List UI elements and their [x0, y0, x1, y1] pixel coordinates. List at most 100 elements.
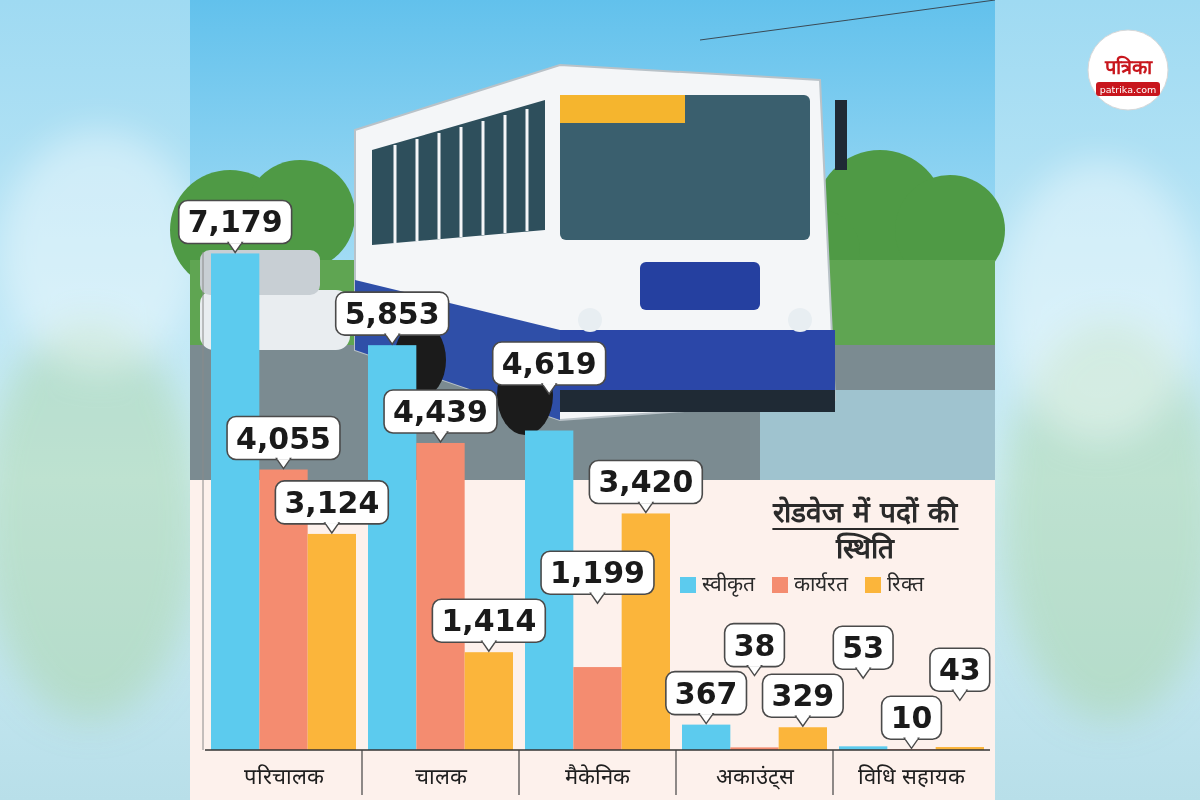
category-label: विधि सहायक — [858, 764, 967, 789]
data-label: 7,179 — [179, 200, 292, 252]
title: रोडवेज में पदों कीस्थिति — [772, 496, 958, 565]
photo-bus — [355, 65, 847, 435]
y-axis-line — [203, 252, 204, 750]
category-label: परिचालक — [244, 764, 325, 789]
data-label: 4,055 — [227, 417, 340, 469]
data-label: 1,414 — [432, 599, 545, 651]
data-label-text: 329 — [772, 678, 835, 713]
chart-ground — [190, 480, 995, 800]
title-line: स्थिति — [835, 532, 895, 565]
data-label-text: 3,124 — [284, 485, 379, 520]
data-label-box — [541, 551, 654, 594]
data-label: 38 — [725, 624, 785, 676]
legend-swatch — [865, 577, 881, 593]
background — [0, 0, 1200, 800]
data-label: 367 — [666, 672, 747, 724]
bar — [573, 667, 621, 750]
data-label-box — [882, 696, 942, 739]
category-separator — [832, 750, 833, 795]
bus-body — [355, 65, 835, 420]
logo: पत्रिकाpatrika.com — [1088, 30, 1168, 110]
photo-sky — [190, 0, 995, 480]
category-separator — [518, 750, 519, 795]
category-separator — [675, 750, 676, 795]
data-label-text: 10 — [891, 700, 933, 735]
data-label-box — [930, 648, 990, 691]
blur-blob — [1000, 160, 1200, 440]
data-label-box — [336, 292, 449, 335]
data-label: 53 — [833, 626, 893, 678]
photo-wire — [700, 0, 995, 40]
data-label-box — [432, 599, 545, 642]
legend-label: रिक्त — [887, 572, 925, 596]
bus-bumper — [560, 390, 835, 412]
data-label-box — [833, 626, 893, 669]
data-label: 5,853 — [336, 292, 449, 344]
data-label-joint — [640, 500, 652, 503]
data-label-joint — [954, 688, 966, 691]
data-label-text: 4,055 — [236, 421, 331, 456]
data-label-pointer — [748, 666, 762, 676]
window-frame — [438, 133, 441, 239]
category-label: चालक — [415, 764, 468, 789]
bus-grille — [640, 262, 760, 310]
window-frame — [482, 121, 485, 235]
bar — [682, 725, 730, 750]
data-labels: 7,179 4,055 3,124 5,853 4,439 1,414 4,619 1,199… — [179, 200, 990, 748]
data-label-box — [725, 624, 785, 667]
window-frame — [504, 115, 507, 233]
data-label-joint — [857, 666, 869, 669]
window-frame — [460, 127, 463, 237]
data-label-joint — [749, 664, 761, 667]
data-label-joint — [326, 521, 338, 524]
window-frame — [394, 145, 397, 243]
data-label: 329 — [763, 674, 844, 726]
data-label-joint — [592, 591, 604, 594]
data-label-pointer — [277, 459, 291, 469]
data-label-box — [384, 390, 497, 433]
data-label-box — [227, 417, 340, 460]
data-label-pointer — [325, 523, 339, 533]
data-label-text: 4,439 — [393, 394, 488, 429]
legend-label: कार्यरत — [794, 572, 849, 596]
data-label-joint — [278, 457, 290, 460]
data-label-pointer — [542, 384, 556, 394]
data-label: 4,619 — [493, 342, 606, 394]
data-label-box — [763, 674, 844, 717]
bar — [211, 253, 259, 750]
data-label-joint — [483, 639, 495, 642]
legend: स्वीकृत कार्यरत रिक्त — [680, 572, 925, 597]
data-label-text: 5,853 — [345, 296, 440, 331]
data-label-text: 3,420 — [598, 464, 693, 499]
bars — [211, 253, 984, 750]
logo-url: patrika.com — [1100, 84, 1157, 95]
legend-swatch — [772, 577, 788, 593]
bus-destination-board — [560, 95, 685, 123]
data-label-box — [179, 200, 292, 243]
legend-label: स्वीकृत — [702, 572, 756, 597]
bar — [308, 534, 356, 750]
blur-blob — [0, 320, 200, 720]
legend-swatch — [680, 577, 696, 593]
bus-side-windows — [372, 100, 545, 245]
category-label: अकाउंट्स — [716, 764, 795, 790]
data-label: 43 — [930, 648, 990, 700]
logo-strip — [1096, 82, 1160, 96]
data-label-box — [589, 460, 702, 503]
data-label-joint — [435, 430, 447, 433]
data-label-box — [275, 481, 388, 524]
data-label-pointer — [905, 738, 919, 748]
category-separator — [361, 750, 362, 795]
data-label-pointer — [639, 502, 653, 512]
bar — [779, 727, 827, 750]
data-label-pointer — [796, 716, 810, 726]
data-label-joint — [700, 712, 712, 715]
data-label-pointer — [228, 242, 242, 252]
data-label-text: 367 — [675, 676, 738, 711]
bus-headlight — [578, 308, 602, 332]
blur-blob — [0, 130, 200, 370]
baseline — [205, 749, 990, 751]
data-label: 3,420 — [589, 460, 702, 512]
data-label: 1,199 — [541, 551, 654, 603]
data-label-joint — [543, 382, 555, 385]
